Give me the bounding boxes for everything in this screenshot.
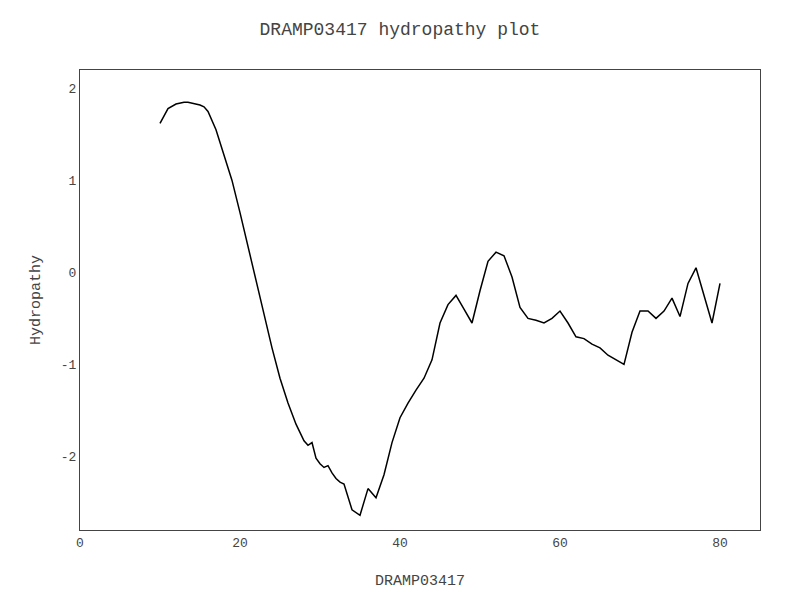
- svg-text:0: 0: [76, 536, 84, 551]
- svg-text:60: 60: [552, 536, 568, 551]
- svg-text:80: 80: [712, 536, 728, 551]
- svg-text:-2: -2: [61, 450, 77, 465]
- svg-text:2: 2: [69, 82, 77, 97]
- svg-text:20: 20: [232, 536, 248, 551]
- svg-text:-1: -1: [61, 358, 77, 373]
- svg-text:40: 40: [392, 536, 408, 551]
- svg-text:0: 0: [69, 266, 77, 281]
- svg-text:DRAMP03417 hydropathy plot: DRAMP03417 hydropathy plot: [260, 20, 541, 40]
- svg-text:DRAMP03417: DRAMP03417: [375, 573, 465, 590]
- svg-text:1: 1: [69, 174, 77, 189]
- svg-text:Hydropathy: Hydropathy: [28, 255, 45, 345]
